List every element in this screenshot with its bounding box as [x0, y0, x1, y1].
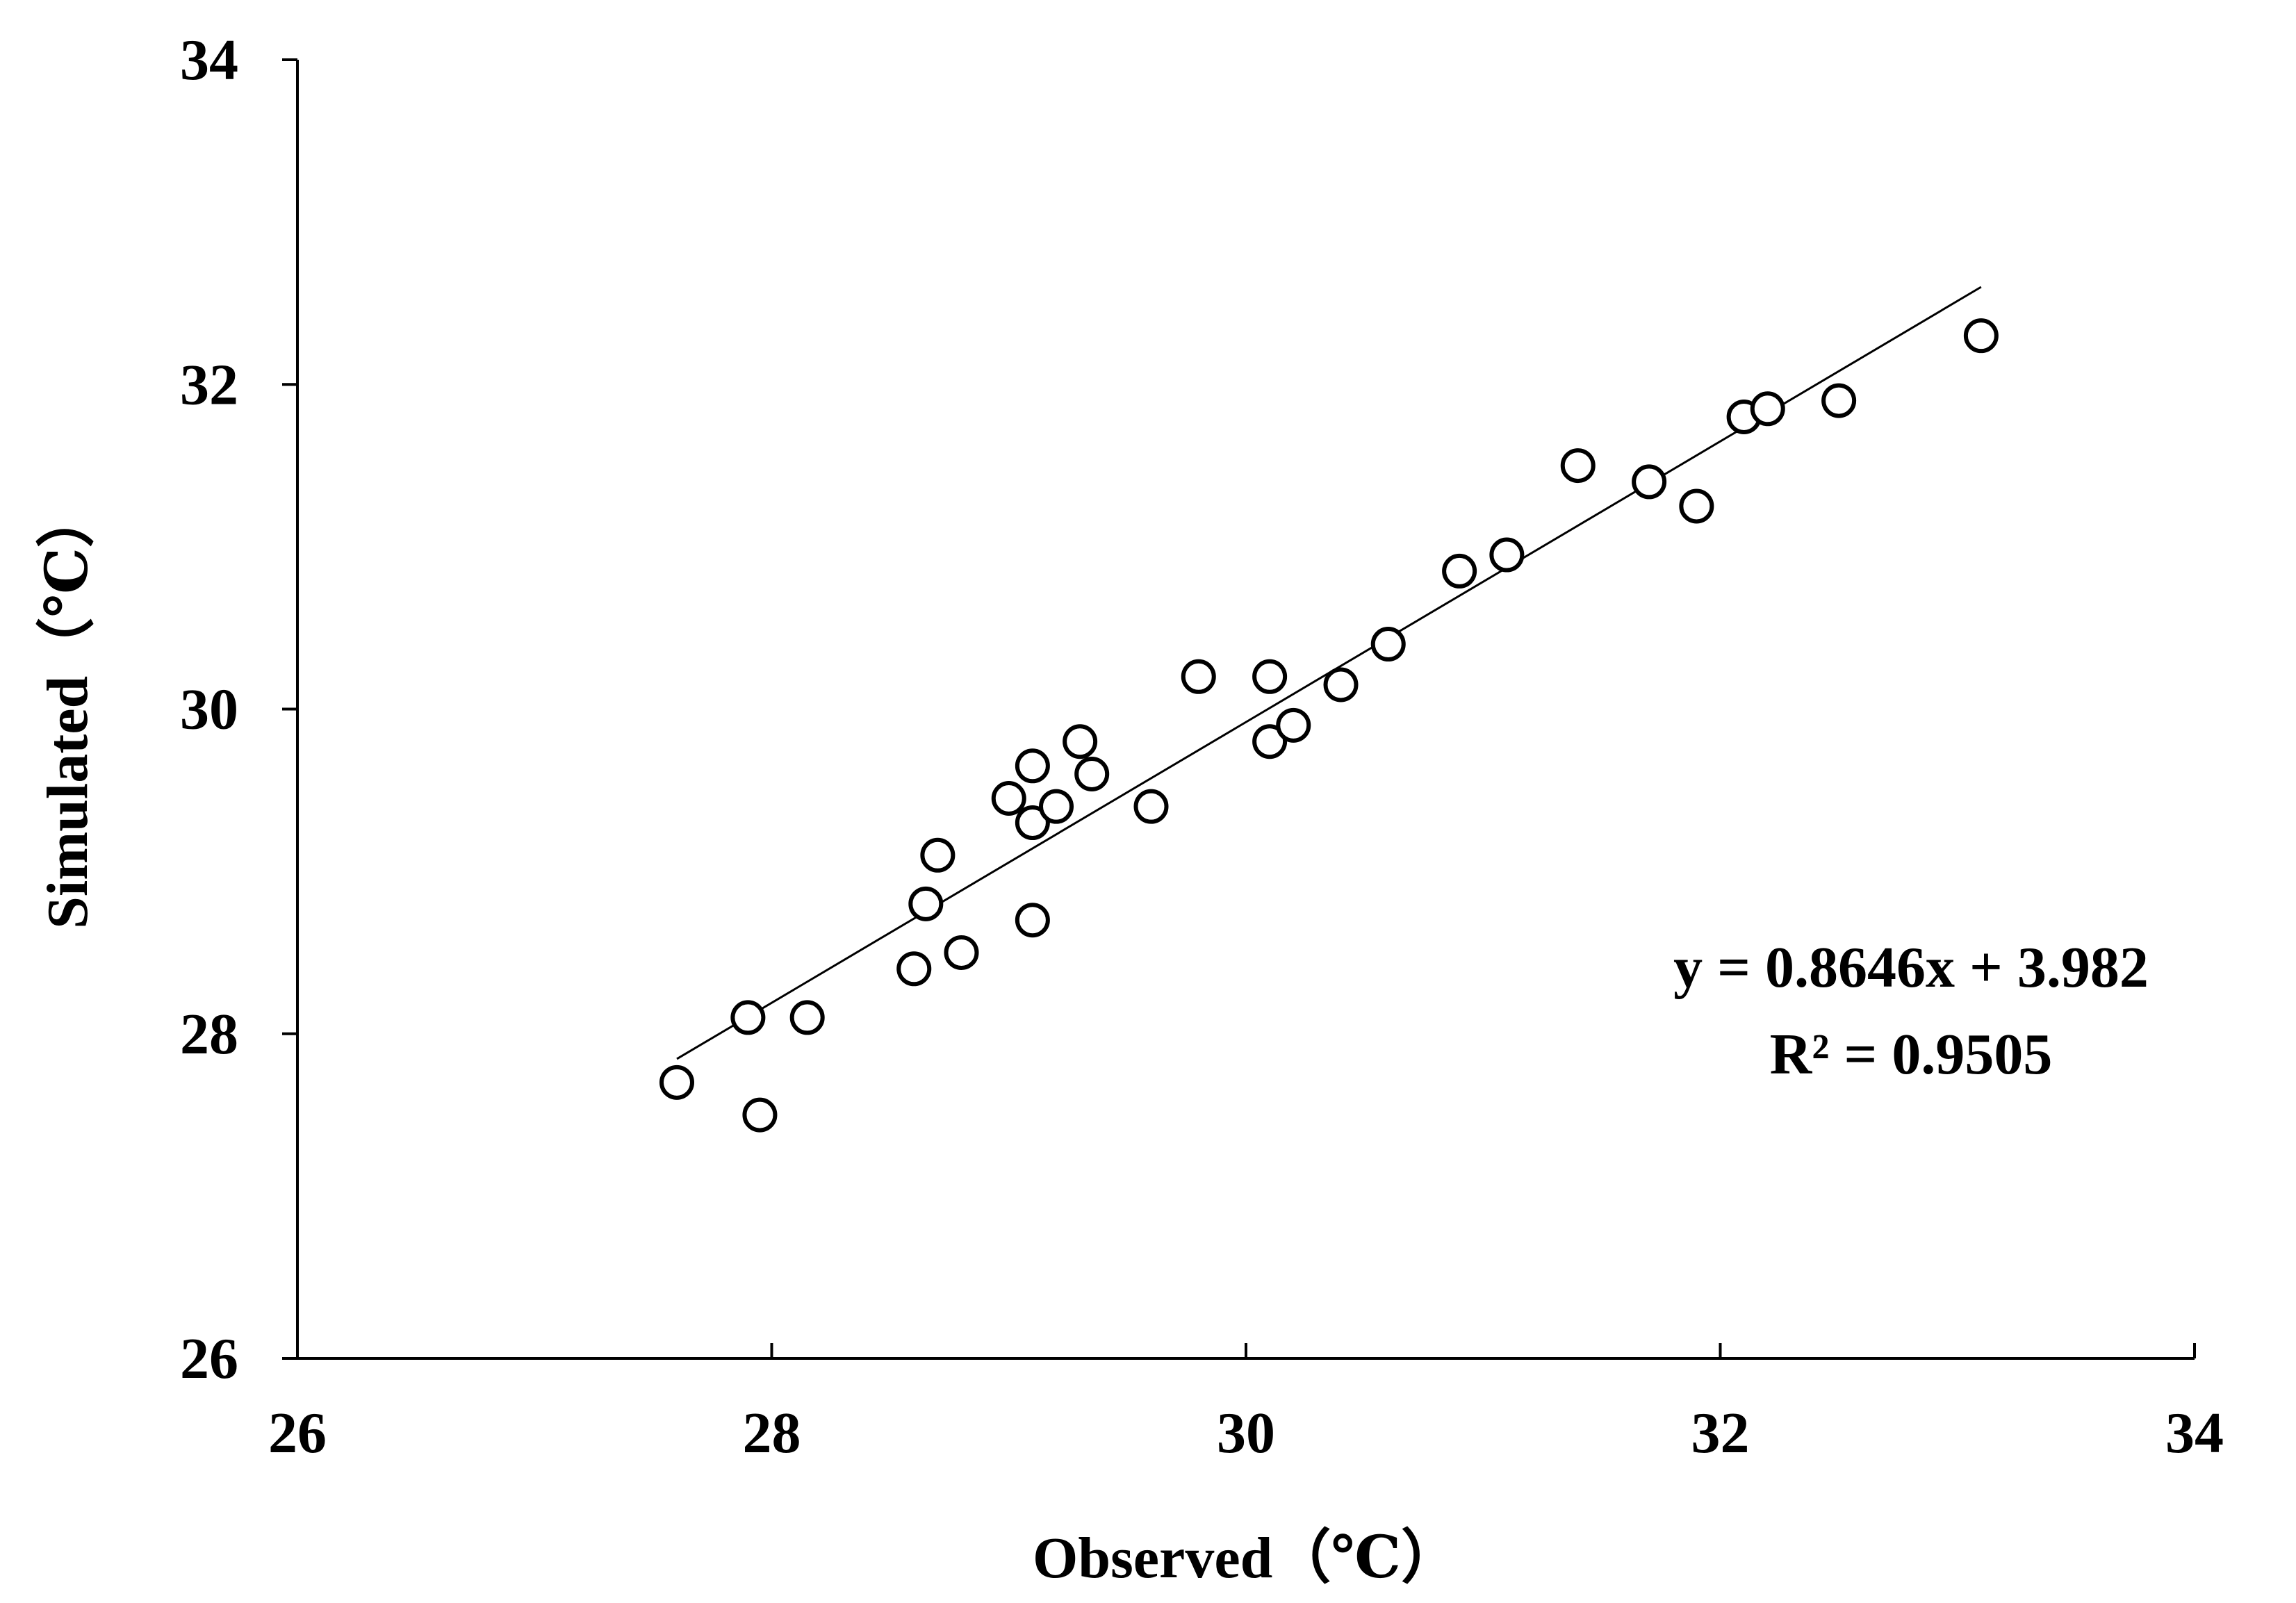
data-point [1370, 627, 1406, 662]
trendline-r-squared: R² = 0.9505 [1770, 1022, 2053, 1087]
data-point [1063, 724, 1098, 759]
data-point [908, 886, 944, 921]
data-point [1963, 318, 1999, 354]
data-point [1133, 789, 1169, 824]
data-point [1015, 903, 1050, 938]
data-point [1821, 383, 1857, 418]
data-point [1074, 756, 1110, 791]
data-point [789, 1000, 825, 1035]
labels-layer: Observed（℃） Simulated（℃） y = 0.8646x + 3… [35, 489, 2149, 1590]
y-tick-label: 30 [180, 677, 238, 742]
data-point [1181, 659, 1216, 694]
y-tick-label: 26 [180, 1326, 238, 1391]
x-axis-title: Observed（℃） [1033, 1526, 1459, 1590]
data-point [1489, 537, 1525, 573]
data-point [1442, 553, 1477, 589]
data-point [944, 935, 979, 970]
data-point [1252, 659, 1288, 694]
data-point [742, 1097, 778, 1133]
data-point [1560, 448, 1596, 484]
data-point [1750, 391, 1785, 427]
points-layer [659, 318, 1999, 1133]
data-point [1015, 805, 1050, 841]
data-point [896, 951, 932, 987]
trendline-equation: y = 0.8646x + 3.982 [1673, 935, 2149, 1000]
y-tick-label: 28 [180, 1002, 238, 1067]
data-point [659, 1064, 694, 1100]
data-point [1679, 488, 1714, 524]
y-tick-label: 32 [180, 352, 238, 417]
ticks-layer: 26 28 30 32 34 26 28 30 32 34 [180, 28, 2224, 1465]
x-tick-label: 34 [2165, 1401, 2224, 1465]
x-tick-label: 26 [268, 1401, 327, 1465]
data-point [1632, 464, 1667, 500]
y-axis-title: Simulated（℃） [35, 489, 100, 929]
data-point [991, 780, 1026, 816]
data-point [730, 1000, 766, 1035]
data-point [1276, 707, 1311, 743]
data-point [1015, 748, 1050, 784]
y-tick-label: 34 [180, 28, 238, 92]
data-point [1323, 667, 1359, 702]
x-tick-label: 32 [1691, 1401, 1750, 1465]
data-point [1039, 789, 1074, 824]
data-point [920, 837, 956, 873]
x-tick-label: 30 [1217, 1401, 1275, 1465]
data-point [1252, 724, 1288, 759]
x-tick-label: 28 [743, 1401, 801, 1465]
axes-layer [296, 60, 2195, 1360]
